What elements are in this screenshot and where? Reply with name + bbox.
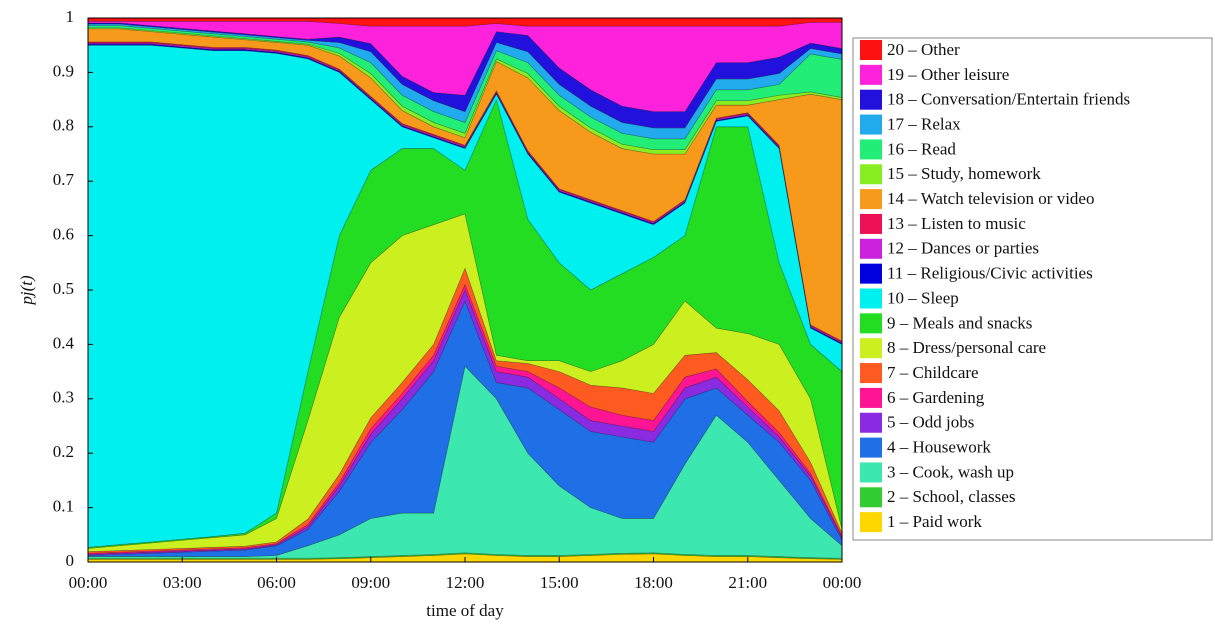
legend-swatch	[860, 139, 882, 160]
x-tick-label: 03:00	[163, 573, 202, 592]
y-tick-label: 0.4	[53, 333, 75, 352]
legend-label: 19 – Other leisure	[887, 65, 1009, 84]
legend-label: 10 – Sleep	[887, 288, 959, 307]
legend-label: 13 – Listen to music	[887, 214, 1026, 233]
legend-swatch	[860, 213, 882, 234]
y-tick-label: 0.5	[53, 279, 74, 298]
legend-label: 3 – Cook, wash up	[887, 462, 1014, 481]
legend-swatch	[860, 338, 882, 359]
legend-swatch	[860, 114, 882, 135]
x-tick-label: 21:00	[728, 573, 767, 592]
legend-label: 8 – Dress/personal care	[887, 338, 1046, 357]
y-tick-label: 0.8	[53, 116, 74, 135]
legend-label: 20 – Other	[887, 40, 960, 59]
legend-label: 9 – Meals and snacks	[887, 313, 1032, 332]
legend-swatch	[860, 288, 882, 309]
x-tick-label: 09:00	[351, 573, 390, 592]
legend-label: 11 – Religious/Civic activities	[887, 264, 1093, 283]
y-axis-label: pj(t)	[17, 275, 36, 306]
legend-swatch	[860, 64, 882, 85]
legend-swatch	[860, 487, 882, 508]
legend-label: 2 – School, classes	[887, 487, 1015, 506]
legend-label: 12 – Dances or parties	[887, 239, 1039, 258]
legend-swatch	[860, 462, 882, 483]
y-tick-label: 0.9	[53, 61, 74, 80]
legend-label: 6 – Gardening	[887, 388, 985, 407]
x-tick-label: 18:00	[634, 573, 673, 592]
legend-swatch	[860, 363, 882, 384]
legend-swatch	[860, 40, 882, 60]
y-tick-label: 0.2	[53, 442, 74, 461]
legend-swatch	[860, 412, 882, 433]
legend-label: 4 – Housework	[887, 438, 991, 457]
legend-label: 15 – Study, homework	[887, 164, 1041, 183]
x-tick-label: 00:00	[69, 573, 108, 592]
legend-label: 14 – Watch television or video	[887, 189, 1094, 208]
x-axis-label: time of day	[426, 601, 504, 620]
x-tick-label: 15:00	[540, 573, 579, 592]
legend-swatch	[860, 512, 882, 533]
legend-swatch	[860, 263, 882, 284]
x-tick-label: 12:00	[446, 573, 485, 592]
legend-swatch	[860, 164, 882, 185]
y-tick-label: 0.1	[53, 497, 74, 516]
y-tick-label: 0.7	[53, 170, 75, 189]
y-tick-label: 1	[66, 7, 75, 26]
legend-swatch	[860, 387, 882, 408]
legend-label: 7 – Childcare	[887, 363, 979, 382]
legend-swatch	[860, 313, 882, 334]
legend-swatch	[860, 189, 882, 210]
x-tick-label: 00:00	[823, 573, 862, 592]
y-tick-label: 0.6	[53, 225, 74, 244]
legend-label: 16 – Read	[887, 139, 956, 158]
legend-label: 1 – Paid work	[887, 512, 982, 531]
y-tick-label: 0	[66, 551, 75, 570]
legend-swatch	[860, 437, 882, 458]
legend-label: 5 – Odd jobs	[887, 413, 974, 432]
legend-label: 17 – Relax	[887, 114, 961, 133]
legend-swatch	[860, 238, 882, 259]
y-tick-label: 0.3	[53, 388, 74, 407]
x-tick-label: 06:00	[257, 573, 296, 592]
legend-swatch	[860, 89, 882, 110]
legend	[852, 37, 1213, 541]
legend-label: 18 – Conversation/Entertain friends	[887, 90, 1130, 109]
